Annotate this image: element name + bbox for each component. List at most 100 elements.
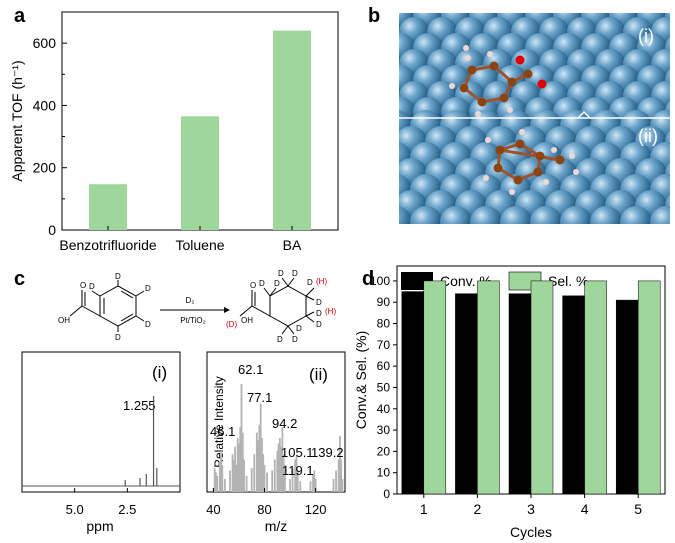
d-mark: (D) <box>226 320 237 329</box>
d-label: D <box>292 269 298 278</box>
bar-d-Sel. % <box>423 280 447 495</box>
y-tick-label: 200 <box>33 160 57 176</box>
panel-letter-c: c <box>14 268 25 290</box>
chart-c-i: (i) 1.255 ppm <box>21 351 181 534</box>
image-label-i: (i) <box>638 26 654 46</box>
image-label-ii: (ii) <box>638 126 658 146</box>
surface-atom <box>530 206 562 224</box>
peak-label: 105.1 <box>281 445 314 460</box>
chart-c-ii-ylabel: Relative Intensity <box>212 376 226 467</box>
d-label: D <box>274 279 280 288</box>
ms-peak <box>332 479 335 492</box>
peak-label: 62.1 <box>238 362 263 377</box>
hydrogen-atom <box>507 107 513 113</box>
chart-c-ii-title: (ii) <box>309 365 328 384</box>
carbon-atom <box>515 139 525 149</box>
ms-peak <box>241 432 244 492</box>
bar-d-Conv. % <box>615 299 639 495</box>
surface-atom <box>650 206 670 224</box>
bar-d-Conv. % <box>508 293 532 495</box>
marker-caret <box>577 110 591 119</box>
carbon-atom <box>555 155 565 165</box>
hydrogen-atom <box>465 55 471 61</box>
peak-label: 77.1 <box>247 390 272 405</box>
x-tick-label: 1 <box>420 501 428 517</box>
d-label: D <box>115 272 121 281</box>
x-tick-label: BA <box>283 237 302 253</box>
ms-peak <box>263 465 266 492</box>
d-label: D <box>277 335 283 344</box>
d-label: D <box>316 298 322 307</box>
carbon-atom <box>459 83 469 93</box>
ms-peak <box>277 443 280 492</box>
chart-c-ii-frame <box>206 351 346 493</box>
hydrogen-atom <box>569 153 575 159</box>
hydrogen-atom <box>509 189 515 195</box>
carbon-atom <box>533 167 543 177</box>
carbon-atom <box>493 163 503 173</box>
panel-letter-d: d <box>362 268 374 290</box>
ms-peak <box>340 459 343 492</box>
acid-hydroxyl: OH <box>241 316 253 325</box>
bar-a-0 <box>89 184 127 230</box>
d-label: D <box>316 309 322 318</box>
x-tick-label: 40 <box>206 502 220 517</box>
ms-peak <box>261 438 263 492</box>
h-mark: (H) <box>325 307 336 316</box>
carbon-atom <box>523 69 533 79</box>
ms-peak <box>309 481 312 492</box>
d-label: D <box>278 269 284 278</box>
bar-d-Sel. % <box>477 280 500 495</box>
y-tick-label: 10 <box>377 466 391 480</box>
bond <box>499 148 561 162</box>
d-label: D <box>89 282 95 291</box>
hydrogen-atom <box>485 137 491 143</box>
ms-peak <box>281 427 284 492</box>
chart-c-ii-xlabel: m/z <box>265 518 288 534</box>
d-label: D <box>259 279 265 288</box>
hydrogen-atom <box>543 179 549 185</box>
ms-peak <box>280 446 283 492</box>
x-tick-label: 5 <box>634 501 642 517</box>
hydrogen-atom <box>475 111 481 117</box>
oxygen-atom <box>537 79 547 89</box>
bar-a-1 <box>181 116 219 230</box>
hydrogen-atom <box>487 51 493 57</box>
ms-peak <box>255 432 258 492</box>
hydrogen-atom <box>519 129 525 135</box>
ms-peak <box>313 470 316 492</box>
ms-peak <box>266 472 268 492</box>
y-tick-label: 400 <box>33 97 57 113</box>
x-tick-label: 80 <box>257 502 271 517</box>
bar-d-Conv. % <box>455 293 478 495</box>
ms-peak <box>312 474 314 492</box>
ms-peak <box>289 479 291 492</box>
bar-a-2 <box>273 30 311 230</box>
ms-peak <box>235 465 238 492</box>
carbon-atom <box>495 145 505 155</box>
chart-c-ii: (ii) Relative Intensity m/z <box>206 351 346 534</box>
ms-peak <box>250 468 253 492</box>
ms-peak <box>296 470 299 492</box>
d-label: D <box>145 284 151 293</box>
x-tick-label: 5.0 <box>66 502 84 517</box>
carbon-atom <box>507 77 517 87</box>
x-tick-label: 120 <box>305 502 327 517</box>
ms-peak <box>231 454 234 492</box>
surface-atom <box>500 206 532 224</box>
oxygen-atom <box>515 55 525 65</box>
ms-peak <box>223 479 226 492</box>
chart-c-i-frame <box>21 351 181 493</box>
ms-peak <box>253 454 256 492</box>
ms-peak <box>341 479 344 492</box>
carbon-atom <box>513 175 523 185</box>
acid-oxygen: O <box>250 281 256 290</box>
ms-peak <box>338 435 341 492</box>
acid-hydroxyl: OH <box>58 316 70 325</box>
ms-peak <box>216 475 219 492</box>
bar-d-Sel. % <box>637 280 661 495</box>
ms-peak <box>245 475 248 492</box>
ms-peak <box>234 446 237 492</box>
x-tick-label: 2.5 <box>118 502 136 517</box>
